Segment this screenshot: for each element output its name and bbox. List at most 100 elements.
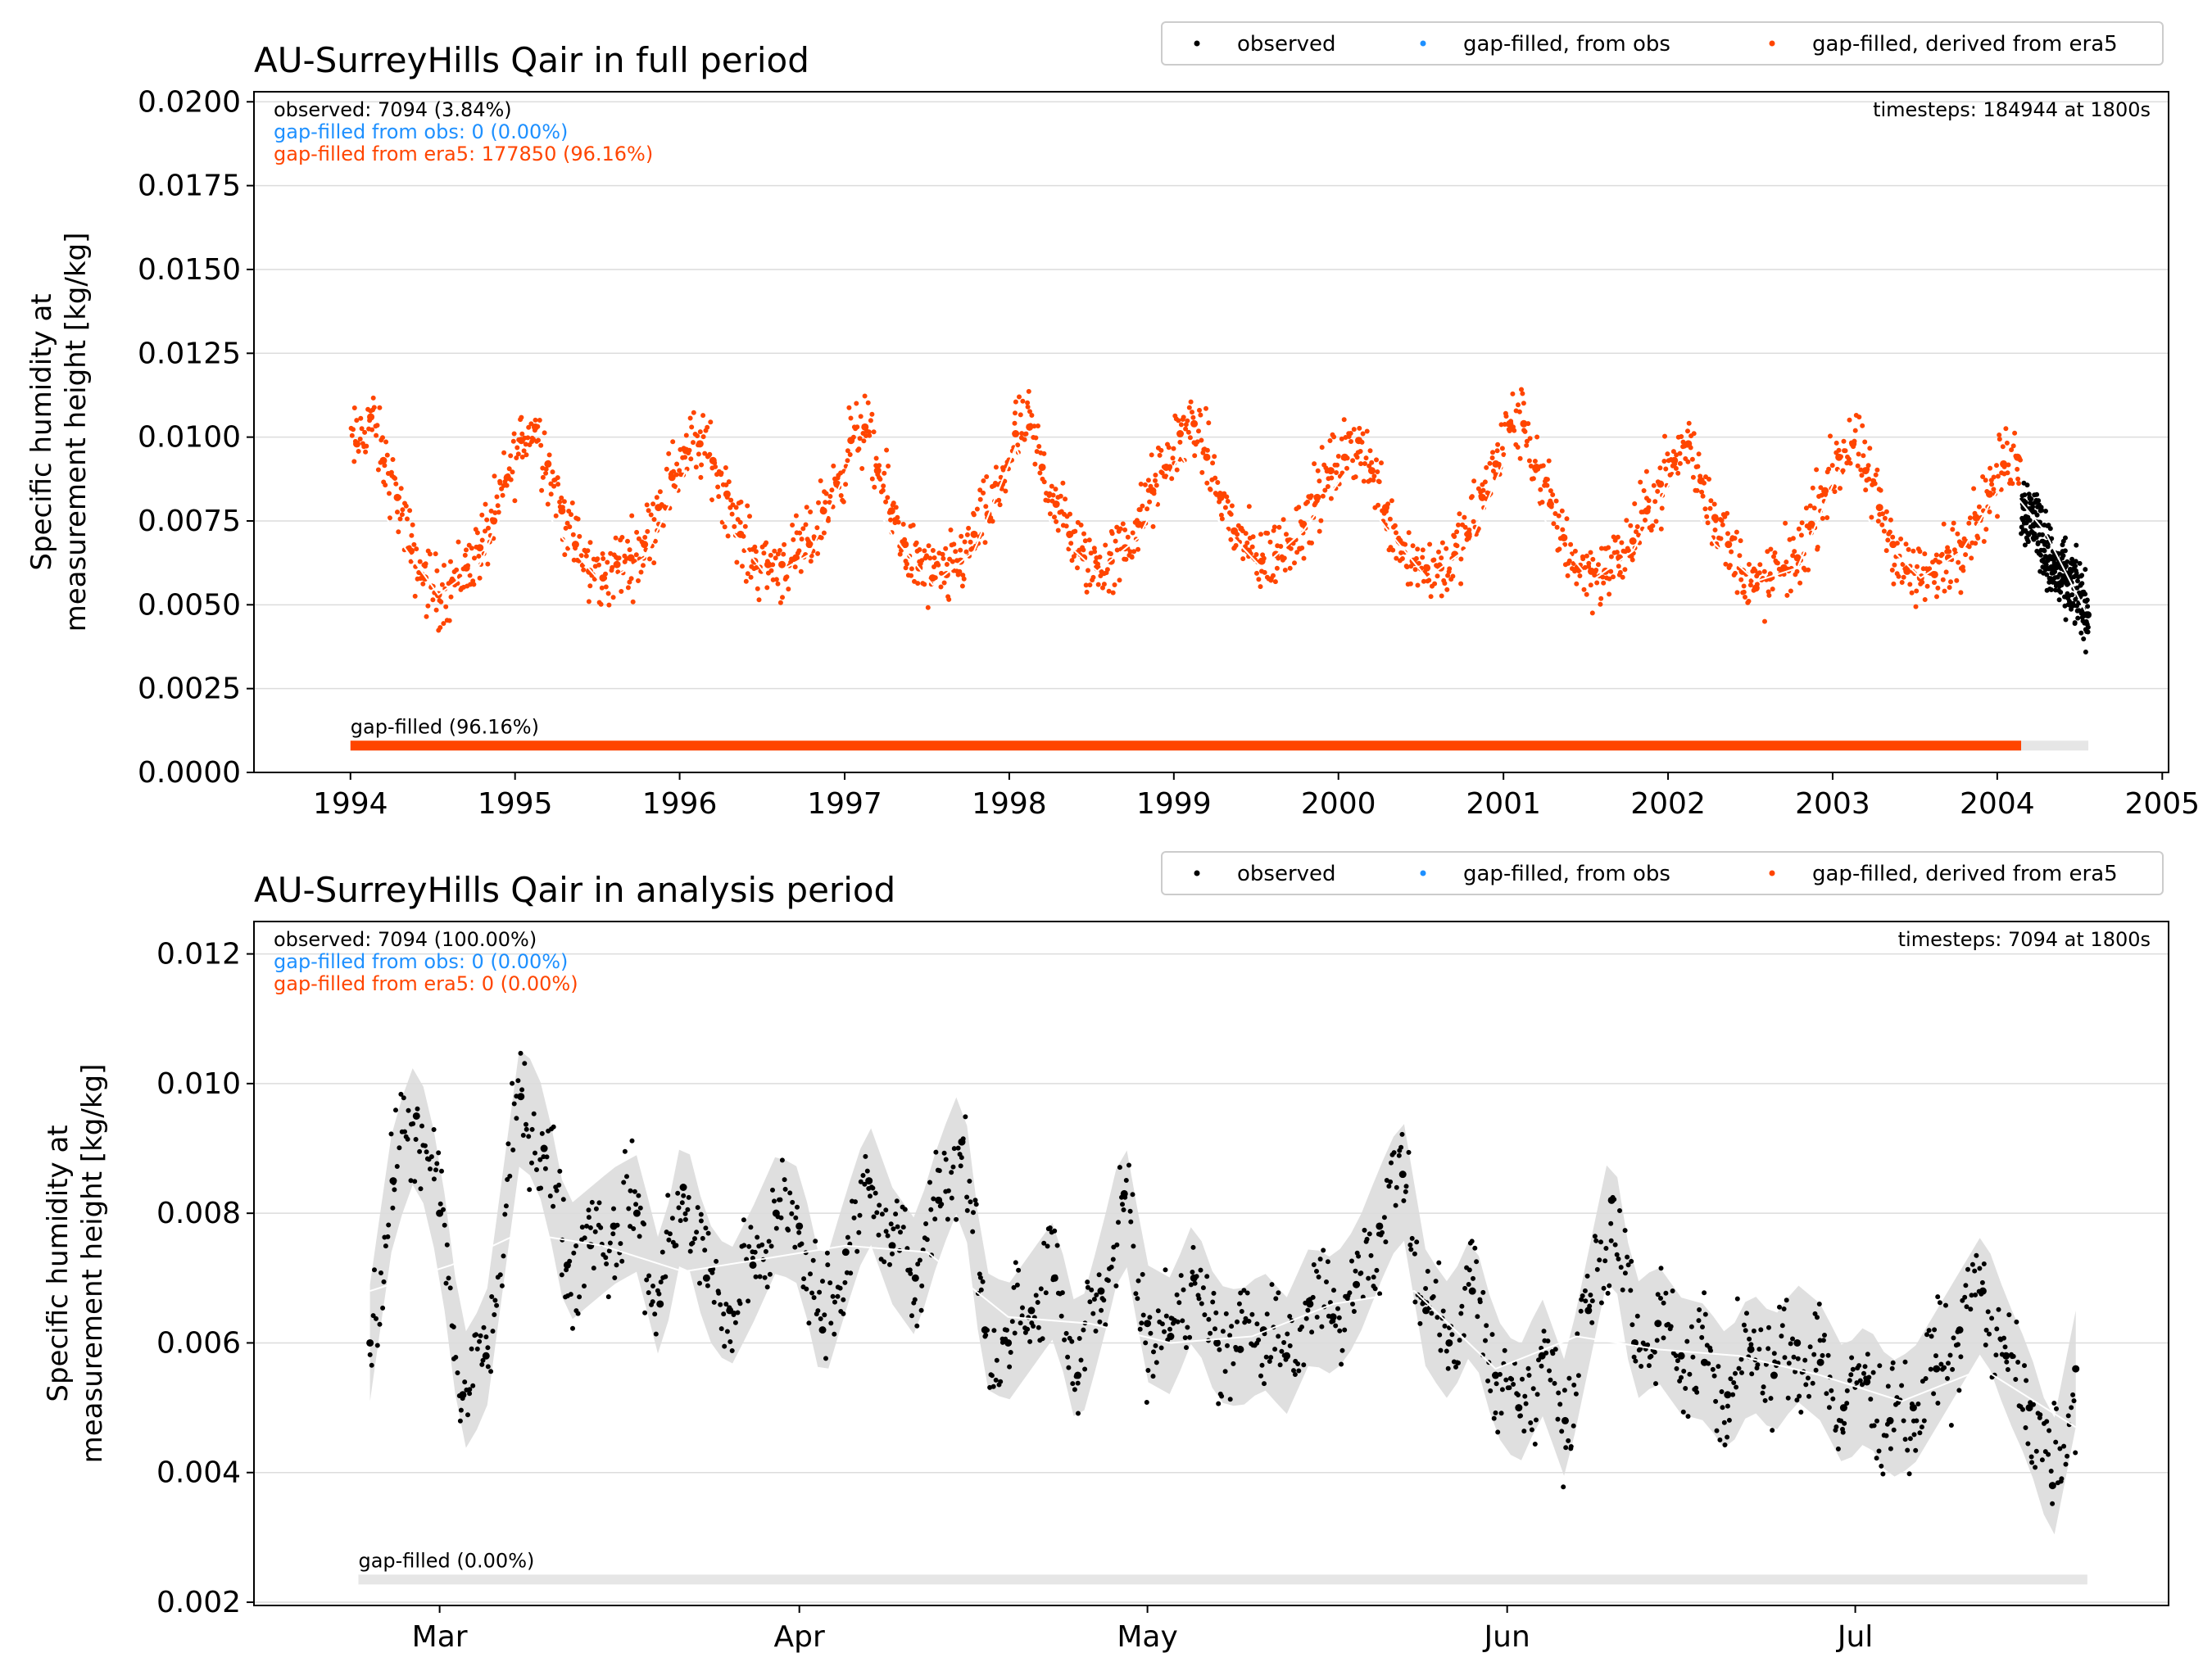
- x-tick-label: 1998: [972, 787, 1047, 821]
- data-point: [702, 1274, 710, 1282]
- y-tick-label: 0.0150: [138, 253, 241, 287]
- y-tick-label: 0.004: [156, 1456, 241, 1490]
- plot-frame: [253, 91, 2169, 773]
- data-point: [1367, 467, 1376, 475]
- data-point: [1012, 430, 1020, 438]
- chart-title: AU-SurreyHills Qair in analysis period: [254, 870, 895, 910]
- data-point: [1353, 1280, 1361, 1288]
- legend-box: [1161, 851, 2164, 895]
- data-point: [1584, 1306, 1593, 1315]
- x-tick-label: Jul: [1836, 1620, 1873, 1654]
- y-tick-label: 0.0025: [138, 672, 241, 706]
- stats-gapfilled-era5: gap-filled from era5: 177850 (96.16%): [274, 143, 653, 165]
- stats-gapfilled-era5: gap-filled from era5: 0 (0.00%): [274, 972, 578, 995]
- x-tick-label: 2005: [2124, 787, 2200, 821]
- data-point: [540, 1144, 548, 1152]
- legend-label-gapfilled-era5: gap-filled, derived from era5: [1812, 862, 2118, 886]
- legend: observed gap-filled, from obs gap-filled…: [1161, 21, 2164, 66]
- chart-title: AU-SurreyHills Qair in full period: [254, 40, 809, 80]
- data-point: [970, 530, 978, 538]
- data-point: [656, 1300, 664, 1308]
- y-tick-label: 0.006: [156, 1326, 241, 1360]
- x-tick-label: 2001: [1466, 787, 1541, 821]
- data-point: [1520, 419, 1528, 428]
- y-tick-label: 0.0075: [138, 505, 241, 538]
- stats-gapfilled-obs: gap-filled from obs: 0 (0.00%): [274, 120, 568, 143]
- x-tick-label: Apr: [774, 1620, 825, 1654]
- y-axis-label: Specific humidity atmeasurement height […: [42, 1064, 109, 1464]
- plot-frame: [253, 921, 2169, 1606]
- stats-timesteps: timesteps: 7094 at 1800s: [1898, 928, 2151, 951]
- data-point: [888, 1242, 896, 1250]
- legend-box: [1161, 21, 2164, 66]
- x-axis: Mar Apr May Jun Jul: [412, 1605, 1873, 1654]
- data-point: [1816, 1358, 1824, 1366]
- y-tick-label: 0.0125: [138, 337, 241, 370]
- y-tick-label: 0.0100: [138, 421, 241, 455]
- data-point: [679, 1184, 687, 1192]
- legend-marker-gapfilled-obs: [1420, 40, 1426, 47]
- data-point: [1515, 1404, 1523, 1412]
- variability-band: [369, 1050, 2076, 1535]
- data-point: [632, 1209, 641, 1217]
- data-point: [1398, 1171, 1407, 1179]
- data-point: [1190, 419, 1199, 428]
- y-axis: 0.0000 0.0025 0.0050 0.0075 0.0100 0.0125 0.01…: [138, 85, 254, 790]
- y-tick-label: 0.0175: [138, 170, 241, 203]
- gap-filled-bar: [358, 1574, 2087, 1585]
- y-tick-label: 0.0200: [138, 85, 241, 119]
- data-point: [1097, 1287, 1105, 1295]
- data-point: [1213, 1338, 1222, 1347]
- gap-bar-filled: [350, 740, 2022, 751]
- stats-timesteps: timesteps: 184944 at 1800s: [1873, 98, 2151, 121]
- x-tick-label: 1995: [478, 787, 553, 821]
- legend-marker-gapfilled-era5: [1769, 40, 1775, 47]
- y-tick-label: 0.0000: [138, 756, 241, 790]
- data-point: [1724, 1391, 1732, 1399]
- data-point: [482, 1352, 490, 1360]
- data-point: [1889, 541, 1897, 549]
- x-tick-label: May: [1117, 1620, 1177, 1654]
- data-point: [436, 1209, 444, 1217]
- data-point-cloud: [348, 387, 2024, 633]
- chart-full-period: 0.0000 0.0025 0.0050 0.0075 0.0100 0.0125 0.01…: [25, 21, 2200, 821]
- data-point: [749, 1261, 757, 1269]
- gap-filled-label: gap-filled (0.00%): [358, 1549, 534, 1572]
- x-tick-label: 1994: [313, 787, 388, 821]
- data-point: [911, 1274, 919, 1282]
- mean-line: [369, 1231, 2077, 1429]
- stats-observed: observed: 7094 (3.84%): [274, 98, 512, 121]
- x-tick-label: 2004: [1960, 787, 2035, 821]
- legend-marker-gapfilled-obs: [1420, 870, 1426, 876]
- y-tick-label: 0.0050: [138, 588, 241, 622]
- data-point: [2048, 1482, 2056, 1490]
- data-point: [1933, 1365, 1941, 1373]
- x-tick-label: Jun: [1483, 1620, 1530, 1654]
- legend-label-observed: observed: [1237, 32, 1336, 57]
- data-point: [1629, 537, 1637, 546]
- legend-marker-gapfilled-era5: [1769, 870, 1775, 876]
- data-point: [1725, 541, 1733, 549]
- data-point: [1561, 1416, 1569, 1424]
- legend-marker-observed: [1194, 40, 1200, 47]
- data-point: [818, 1326, 827, 1334]
- data-point: [1203, 453, 1211, 461]
- data-point: [1972, 514, 1980, 522]
- data-points: [366, 1050, 2080, 1506]
- data-point: [1747, 1345, 1755, 1353]
- data-point: [1770, 1371, 1778, 1379]
- gap-bar-background: [358, 1574, 2087, 1585]
- legend-label-gapfilled-obs: gap-filled, from obs: [1463, 32, 1670, 57]
- x-tick-label: 1997: [807, 787, 882, 821]
- legend-label-observed: observed: [1237, 862, 1336, 886]
- data-point: [1839, 1404, 1847, 1412]
- data-point: [1468, 1287, 1476, 1295]
- x-tick-label: 2002: [1630, 787, 1706, 821]
- data-point: [1236, 1345, 1244, 1353]
- data-point: [412, 1112, 420, 1120]
- data-point: [1445, 1338, 1453, 1347]
- mean-line-path: [356, 445, 2087, 612]
- y-tick-label: 0.002: [156, 1586, 241, 1619]
- band-area: [369, 1050, 2076, 1535]
- mean-line-path: [369, 1231, 2077, 1429]
